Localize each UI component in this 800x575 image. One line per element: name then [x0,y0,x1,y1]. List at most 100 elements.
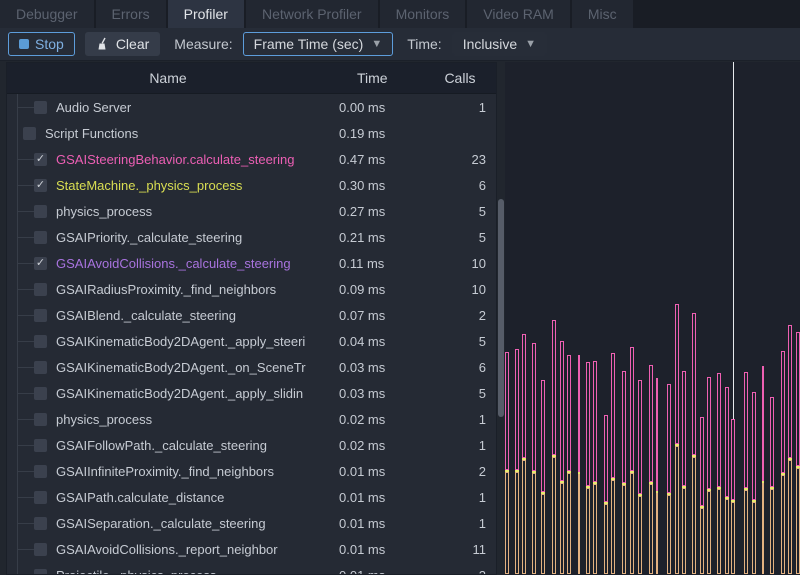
tab-errors[interactable]: Errors [95,0,166,28]
row-function-name: GSAISteeringBehavior.calculate_steering [56,151,295,167]
tab-video-ram[interactable]: Video RAM [467,0,570,28]
row-calls-value: 2 [478,463,486,479]
row-checkbox[interactable] [34,100,47,114]
row-checkbox[interactable]: ✓ [34,152,47,166]
row-time-value: 0.19 ms [339,125,386,141]
row-function-name: Script Functions [45,125,139,141]
tree-connector-line [17,445,34,446]
table-row[interactable]: GSAIPath.calculate_distance 0.01 ms 1 [7,484,496,510]
stop-button[interactable]: Stop [8,32,75,56]
table-row[interactable]: ✓ GSAIAvoidCollisions._calculate_steerin… [7,250,496,276]
row-checkbox[interactable] [34,360,47,374]
column-header-name: Name [149,70,187,86]
table-row[interactable]: Script Functions 0.19 ms [7,120,496,146]
debugger-tabbar: Debugger Errors Profiler Network Profiler Mo… [0,0,800,28]
column-header-calls: Calls [444,70,476,86]
row-function-name: GSAIRadiusProximity._find_neighbors [56,281,277,297]
tab-profiler[interactable]: Profiler [167,0,244,28]
tree-connector-line [17,549,34,550]
row-time-value: 0.01 ms [339,541,386,557]
tree-scrollbar[interactable] [498,62,504,575]
tab-monitors[interactable]: Monitors [379,0,466,28]
row-checkbox[interactable] [34,568,47,574]
table-rows: Audio Server 0.00 ms 1 Script Functions … [7,94,496,574]
row-time-value: 0.02 ms [339,411,386,427]
tree-guide-line [17,94,18,574]
row-checkbox[interactable] [34,334,47,348]
row-time-value: 0.09 ms [339,281,386,297]
measure-select-value: Frame Time (sec) [253,36,364,52]
row-time-value: 0.02 ms [339,437,386,453]
row-checkbox[interactable]: ✓ [34,178,47,192]
chevron-down-icon: ▼ [525,37,537,50]
row-checkbox[interactable] [34,282,47,296]
table-row[interactable]: GSAIFollowPath._calculate_steering 0.02 … [7,432,496,458]
row-checkbox[interactable] [34,230,47,244]
table-row[interactable]: physics_process 0.27 ms 5 [7,198,496,224]
time-select[interactable]: Inclusive ▼ [451,32,548,56]
row-time-value: 0.01 ms [339,489,386,505]
clear-button-label: Clear [115,36,150,52]
row-time-value: 0.21 ms [339,229,386,245]
row-function-name: GSAIFollowPath._calculate_steering [56,437,268,453]
row-time-value: 0.01 ms [339,515,386,531]
row-checkbox[interactable] [34,204,47,218]
table-row[interactable]: GSAIAvoidCollisions._report_neighbor 0.0… [7,536,496,562]
tab-misc[interactable]: Misc [571,0,633,28]
row-time-value: 0.01 ms [339,568,434,575]
table-row[interactable]: GSAIBlend._calculate_steering 0.07 ms 2 [7,302,496,328]
row-time-value: 0.11 ms [339,255,385,271]
table-row[interactable]: Projectile._physics_process 0.01 ms 2 [7,562,496,574]
row-checkbox[interactable] [34,490,47,504]
row-function-name: Audio Server [56,99,132,115]
time-label: Time: [407,36,442,52]
row-calls-value: 1 [478,515,486,531]
tree-connector-line [17,263,34,264]
row-function-name: GSAIAvoidCollisions._report_neighbor [56,541,278,557]
table-row[interactable]: GSAIKinematicBody2DAgent._on_SceneTr 0.0… [7,354,496,380]
row-function-name: GSAIKinematicBody2DAgent._apply_slidin [56,385,304,401]
broom-icon [96,37,110,51]
table-row[interactable]: Audio Server 0.00 ms 1 [7,94,496,120]
row-checkbox[interactable] [23,126,36,140]
row-calls-value: 2 [478,307,486,323]
row-time-value: 0.04 ms [339,333,386,349]
row-calls-value: 10 [471,281,486,297]
tree-connector-line [17,419,34,420]
column-header-time: Time [357,70,388,86]
table-row[interactable]: GSAIKinematicBody2DAgent._apply_slidin 0… [7,380,496,406]
clear-button[interactable]: Clear [84,32,161,56]
table-header: Name Time Calls [7,63,496,94]
table-row[interactable]: GSAISeparation._calculate_steering 0.01 … [7,510,496,536]
row-time-value: 0.03 ms [339,359,386,375]
row-calls-value: 6 [478,177,486,193]
row-function-name: StateMachine._physics_process [56,177,243,193]
measure-select[interactable]: Frame Time (sec) ▼ [242,32,394,56]
row-checkbox[interactable] [34,438,47,452]
tree-connector-line [17,211,34,212]
frame-graph[interactable] [505,62,800,575]
time-select-value: Inclusive [462,36,518,52]
row-checkbox[interactable] [34,464,47,478]
tree-scrollbar-thumb[interactable] [498,199,504,417]
table-row[interactable]: GSAIRadiusProximity._find_neighbors 0.09… [7,276,496,302]
row-checkbox[interactable] [34,412,47,426]
tab-network-profiler[interactable]: Network Profiler [245,0,378,28]
tab-debugger[interactable]: Debugger [0,0,94,28]
table-row[interactable]: GSAIInfiniteProximity._find_neighbors 0.… [7,458,496,484]
row-checkbox[interactable] [34,542,47,556]
row-checkbox[interactable] [34,386,47,400]
row-checkbox[interactable] [34,516,47,530]
row-function-name: GSAIPriority._calculate_steering [56,229,243,245]
row-checkbox[interactable] [34,308,47,322]
table-row[interactable]: physics_process 0.02 ms 1 [7,406,496,432]
table-row[interactable]: GSAIKinematicBody2DAgent._apply_steeri 0… [7,328,496,354]
row-time-value: 0.27 ms [339,203,386,219]
row-checkbox[interactable]: ✓ [34,256,47,270]
row-calls-value: 10 [471,255,486,271]
table-row[interactable]: GSAIPriority._calculate_steering 0.21 ms… [7,224,496,250]
tree-connector-line [17,107,34,108]
table-row[interactable]: ✓ GSAISteeringBehavior.calculate_steerin… [7,146,496,172]
row-calls-value: 5 [478,385,486,401]
table-row[interactable]: ✓ StateMachine._physics_process 0.30 ms … [7,172,496,198]
